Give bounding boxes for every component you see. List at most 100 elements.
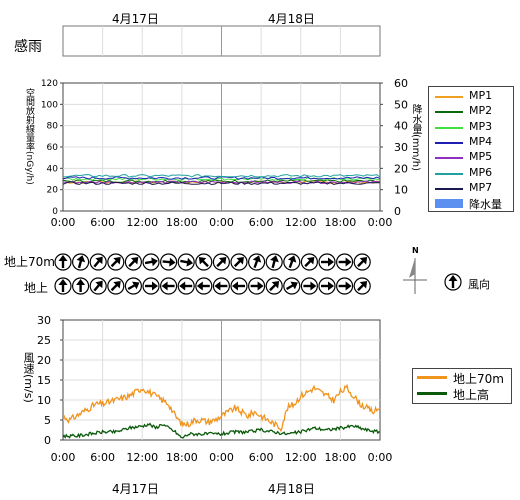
rain-ytick-label: 30: [394, 141, 408, 154]
windspeed-xtick-label: 18:00: [166, 451, 198, 464]
windspeed-xtick-label: 6:00: [90, 451, 115, 464]
wind-arrow-icon: [124, 253, 142, 271]
wind-arrow-icon: [177, 253, 195, 271]
wind-arrow-glyph: [58, 279, 68, 292]
wind-arrow-glyph: [338, 281, 352, 291]
windspeed-legend-item: 地上70m: [417, 370, 511, 386]
wind-arrow-icon: [54, 277, 72, 295]
radiation-ytick-label: 80: [47, 122, 59, 132]
radiation-xtick-label: 18:00: [325, 216, 357, 229]
wind-arrow-icon: [336, 277, 354, 295]
wind-arrow-icon: [195, 277, 213, 295]
wind-arrow-glyph: [338, 257, 352, 267]
wind-arrow-icon: [89, 277, 107, 295]
wind-arrow-head: [214, 281, 221, 291]
windspeed-legend-item: 地上高: [417, 386, 511, 402]
wind-arrow-head: [161, 281, 168, 291]
radiation-ytick-label: 60: [47, 143, 59, 153]
radiation-legend-item: MP6: [435, 166, 513, 180]
legend-label: 地上70m: [453, 372, 504, 386]
wind-arrow-icon: [248, 277, 266, 295]
legend-swatch: [435, 172, 463, 175]
wind-arrow-head: [306, 257, 315, 265]
wind-arrow-icon: [248, 253, 266, 271]
radiation-ytick-label: 100: [41, 100, 58, 110]
wind-arrow-icon: [283, 253, 301, 271]
windspeed-xtick-label: 12:00: [285, 451, 317, 464]
wind-arrow-icon: [230, 277, 248, 295]
wind-arrow-glyph: [76, 255, 86, 269]
wind-arrow-head: [257, 281, 264, 291]
windspeed-xtick-label: 6:00: [249, 451, 274, 464]
wind-arrow-head: [152, 281, 158, 291]
windspeed-ytick-label: 5: [44, 414, 51, 427]
legend-label: MP5: [469, 150, 493, 164]
wind-arrow-head: [95, 256, 103, 265]
windspeed-legend: 地上70m 地上高: [412, 368, 512, 404]
wind-arrow-icon: [89, 253, 107, 271]
radiation-xtick-label: 0:00: [209, 216, 234, 229]
windspeed-xtick-label: 0:00: [209, 451, 234, 464]
legend-swatch: [435, 141, 463, 144]
wind-arrow-glyph: [321, 281, 334, 291]
wind-arrow-glyph: [357, 281, 368, 292]
windspeed-xtick-label: 0:00: [51, 451, 76, 464]
rain-sense-label: 感雨: [14, 39, 42, 55]
wind-arrow-head: [345, 281, 352, 291]
wind-arrow-head: [448, 275, 458, 281]
wind-arrow-head: [328, 281, 334, 291]
wind-arrow-head: [151, 257, 158, 267]
windspeed-series-line: [62, 422, 381, 439]
compass-icon: [403, 258, 427, 294]
wind-arrow-icon: [142, 253, 160, 271]
radiation-xtick-label: 18:00: [166, 216, 198, 229]
wind-arrow-head: [232, 281, 238, 291]
radiation-ylabel: 空間放射線量率(nGy/h): [24, 88, 34, 185]
legend-label: 地上高: [453, 388, 490, 402]
radiation-ytick-label: 40: [47, 164, 59, 174]
wind-arrow-icon: [353, 253, 371, 271]
wind-arrow-glyph: [76, 279, 86, 292]
wind-arrow-head: [130, 257, 139, 265]
wind-arrow-head: [236, 257, 244, 265]
date-label-bottom-1: 4月17日: [112, 482, 159, 496]
wind-arrow-glyph: [214, 281, 228, 291]
rain-ytick-label: 50: [394, 98, 408, 111]
wind-arrow-head: [179, 281, 186, 291]
wind-arrow-icon: [230, 253, 248, 271]
radiation-legend-item: MP4: [435, 135, 513, 149]
wind-arrow-glyph: [162, 257, 176, 267]
wind-arrow-icon: [283, 277, 301, 295]
radiation-legend-item: MP2: [435, 104, 513, 118]
legend-label: MP1: [469, 89, 493, 102]
wind-arrow-glyph: [180, 257, 194, 267]
windspeed-xtick-label: 12:00: [126, 451, 158, 464]
rain-ytick-label: 20: [394, 162, 408, 175]
wind-arrow-icon: [300, 277, 318, 295]
legend-swatch: [417, 392, 447, 395]
wind-arrow-icon: [124, 277, 142, 295]
wind-arrow-glyph: [233, 257, 244, 268]
wind-arrow-glyph: [303, 281, 317, 291]
wind-arrow-icon: [142, 277, 160, 295]
wind-arrow-icon: [160, 277, 178, 295]
wind-arrow-glyph: [270, 255, 279, 269]
wind-arrow-icon: [177, 277, 195, 295]
wind-arrow-icon: [107, 277, 125, 295]
wind-arrow-glyph: [287, 255, 297, 269]
wind-arrow-icon: [212, 277, 230, 295]
wind-arrow-head: [76, 279, 86, 285]
wind-arrow-head: [252, 255, 262, 263]
radiation-legend-item: MP1: [435, 89, 513, 103]
wind-arrow-head: [359, 257, 368, 265]
windspeed-ytick-label: 30: [37, 314, 51, 327]
wind-arrow-glyph: [196, 281, 210, 291]
wind-arrow-icon: [265, 253, 283, 271]
wind-arrow-glyph: [93, 280, 103, 292]
wind-arrow-icon: [353, 277, 371, 295]
wind-arrow-head: [196, 281, 203, 291]
radiation-xtick-label: 0:00: [368, 216, 393, 229]
wind-arrow-head: [58, 255, 68, 261]
wind-arrow-head: [113, 281, 121, 289]
radiation-xtick-label: 12:00: [285, 216, 317, 229]
